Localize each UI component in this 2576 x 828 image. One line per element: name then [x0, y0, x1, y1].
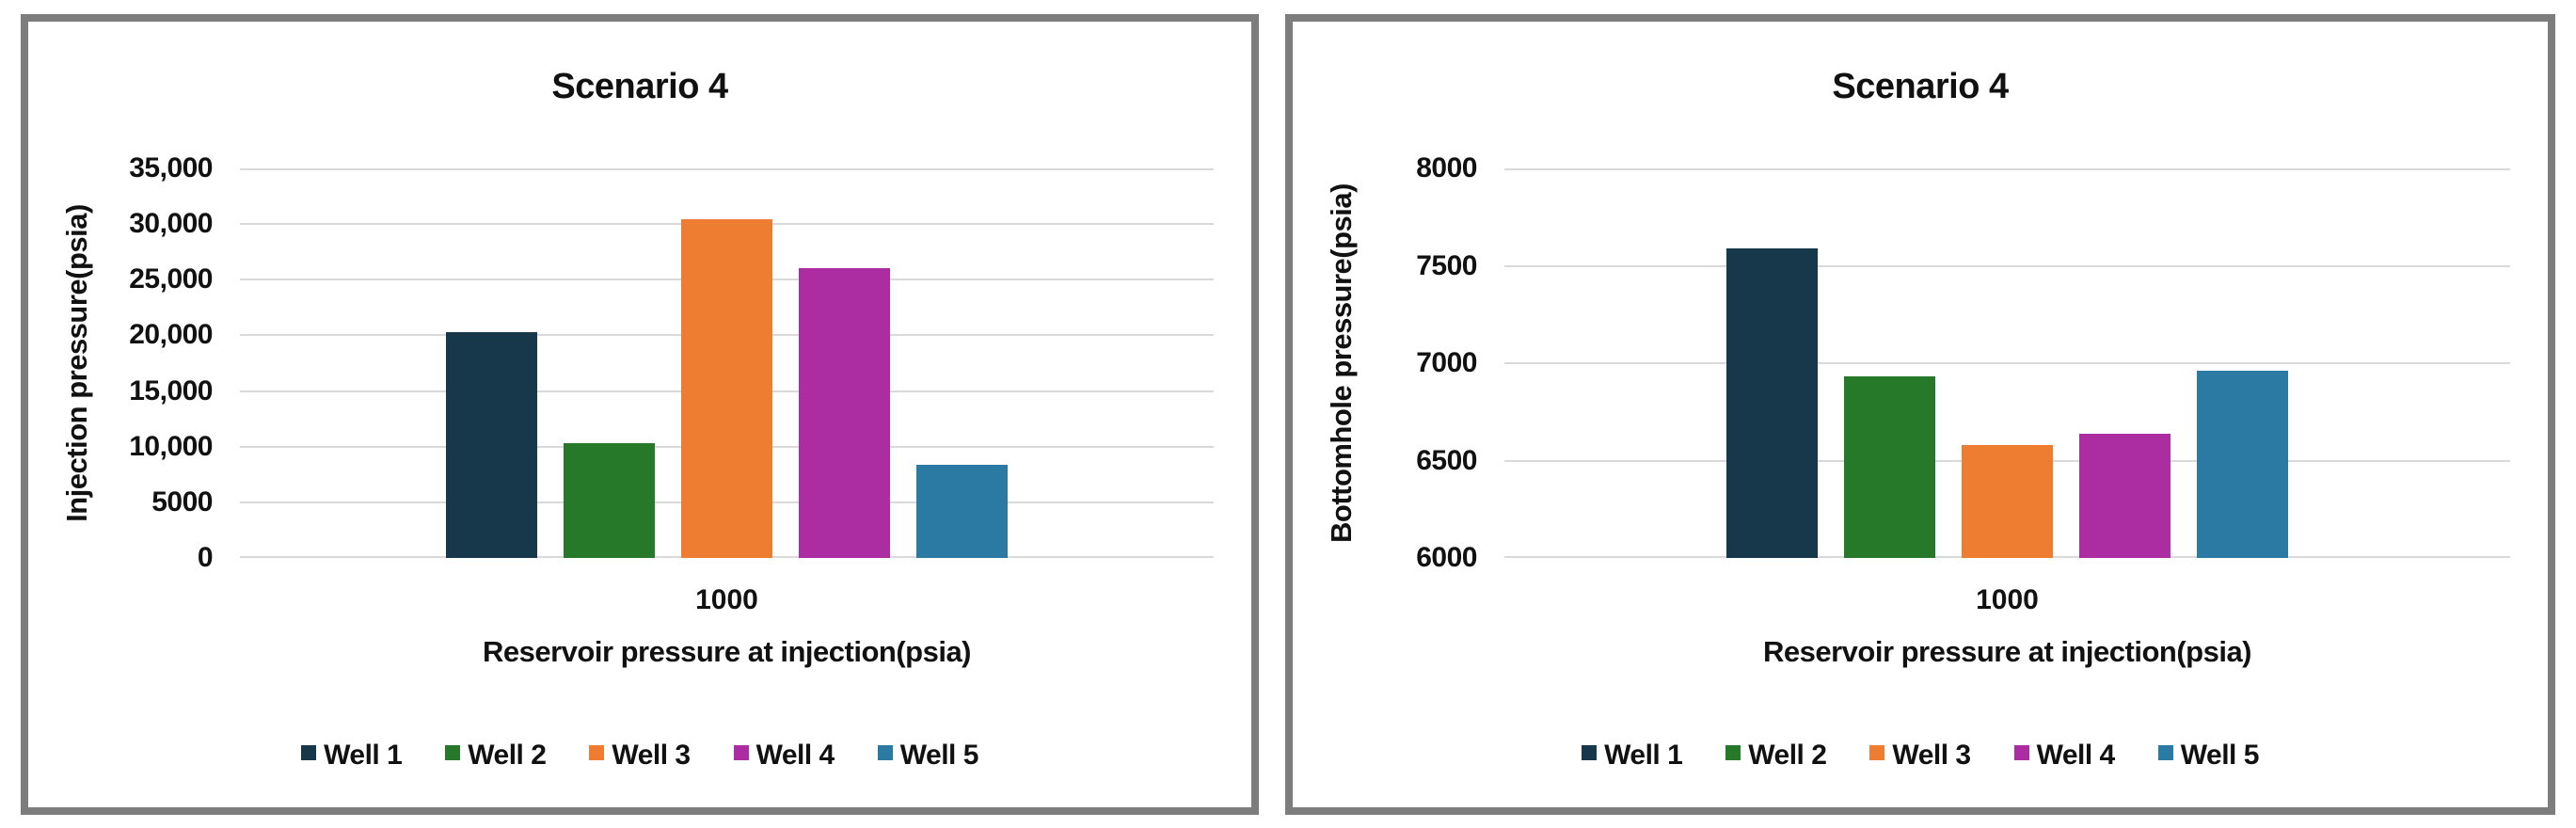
bar-well-1 [1726, 248, 1818, 558]
gridline [1504, 168, 2510, 170]
legend-item-well-1: Well 1 [301, 740, 403, 772]
y-tick-label: 15,000 [129, 374, 213, 406]
legend-color-swatch [1869, 745, 1885, 760]
y-axis-title: Injection pressure(psia) [60, 204, 93, 522]
y-tick-label: 7000 [1416, 347, 1477, 378]
gridline [240, 168, 1214, 170]
gridline [1504, 264, 2510, 267]
legend-label: Well 3 [612, 740, 691, 771]
legend-item-well-5: Well 5 [2157, 740, 2260, 772]
y-tick-label: 30,000 [129, 208, 213, 240]
y-tick-label: 20,000 [129, 319, 213, 351]
bar-well-2 [564, 443, 655, 558]
y-tick-label: 6500 [1416, 444, 1477, 476]
legend-color-swatch [877, 745, 893, 760]
legend-label: Well 2 [1748, 740, 1827, 771]
legend-item-well-5: Well 5 [877, 740, 979, 772]
bar-well-4 [799, 268, 890, 558]
legend-label: Well 4 [755, 740, 835, 771]
legend-label: Well 3 [1892, 740, 1971, 771]
legend: Well 1 Well 2 Well 3 Well 4 Well 5 [28, 740, 1251, 772]
legend-item-well-2: Well 2 [1725, 740, 1827, 772]
legend-label: Well 2 [468, 740, 547, 771]
y-tick-label: 25,000 [129, 263, 213, 295]
legend-item-well-4: Well 4 [733, 740, 835, 772]
x-tick-label: 1000 [695, 584, 758, 615]
legend-item-well-1: Well 1 [1582, 740, 1683, 772]
y-tick-label: 10,000 [129, 430, 213, 462]
chart-title: Scenario 4 [551, 67, 728, 106]
y-tick-label: 5000 [151, 486, 213, 518]
bar-well-3 [1962, 445, 2053, 558]
legend-color-swatch [445, 745, 461, 760]
legend: Well 1 Well 2 Well 3 Well 4 Well 5 [1293, 740, 2548, 772]
legend-color-swatch [2157, 745, 2173, 760]
bar-well-3 [681, 219, 772, 558]
bar-well-1 [446, 332, 537, 558]
x-axis-title: Reservoir pressure at injection(psia) [1762, 635, 2252, 668]
bar-well-5 [2197, 371, 2288, 558]
legend-color-swatch [2013, 745, 2029, 760]
bar-well-4 [2079, 434, 2171, 558]
y-tick-label: 0 [197, 542, 214, 573]
chart-panel-right: Scenario 4 Bottomhole pressure(psia) 100… [1285, 14, 2555, 815]
legend-color-swatch [1725, 745, 1741, 760]
y-tick-label: 6000 [1416, 542, 1477, 573]
legend-label: Well 5 [899, 740, 979, 771]
legend-item-well-3: Well 3 [1869, 740, 1971, 772]
legend-item-well-4: Well 4 [2013, 740, 2116, 772]
legend-color-swatch [1582, 745, 1598, 760]
legend-label: Well 1 [324, 740, 403, 771]
gridline [1504, 362, 2510, 364]
plot-area [240, 168, 1214, 558]
legend-item-well-2: Well 2 [445, 740, 547, 772]
y-tick-label: 7500 [1416, 249, 1477, 281]
legend-label: Well 4 [2036, 740, 2116, 771]
legend-color-swatch [589, 745, 605, 760]
legend-color-swatch [733, 745, 749, 760]
y-tick-label: 8000 [1416, 152, 1477, 183]
legend-label: Well 1 [1604, 740, 1683, 771]
plot-area [1504, 168, 2510, 558]
chart-panel-left: Scenario 4 Injection pressure(psia) 1000… [21, 14, 1259, 815]
bar-well-2 [1844, 376, 1935, 558]
x-tick-label: 1000 [1976, 584, 2039, 615]
y-tick-label: 35,000 [129, 152, 213, 183]
bar-well-5 [916, 465, 1008, 558]
legend-label: Well 5 [2180, 740, 2260, 771]
chart-title: Scenario 4 [1832, 67, 2009, 106]
legend-color-swatch [301, 745, 317, 760]
legend-item-well-3: Well 3 [589, 740, 691, 772]
x-axis-title: Reservoir pressure at injection(psia) [482, 635, 972, 668]
